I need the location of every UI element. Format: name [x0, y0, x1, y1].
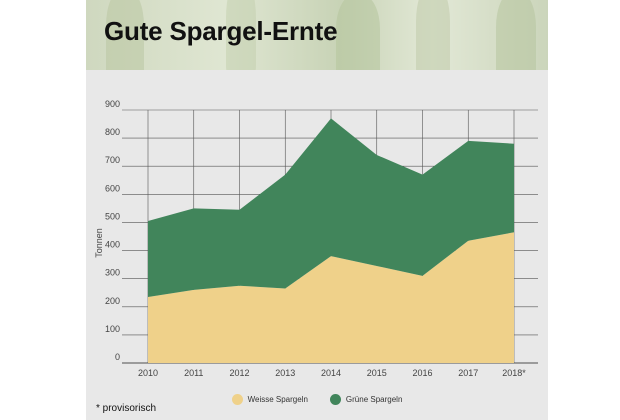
x-tick-label: 2014 [321, 368, 341, 378]
footnote: * provisorisch [96, 403, 157, 414]
y-tick-label: 300 [105, 268, 120, 278]
chart-areas [148, 118, 514, 363]
asparagus-photo-stalk [106, 0, 144, 70]
y-tick-label: 800 [105, 127, 120, 137]
y-tick-label: 100 [105, 324, 120, 334]
x-tick-label: 2013 [275, 368, 295, 378]
asparagus-photo-stalk [336, 0, 380, 70]
y-tick-label: 200 [105, 296, 120, 306]
y-axis-label: Tonnen [94, 228, 104, 258]
legend-label: Weisse Spargeln [247, 394, 308, 404]
chart-card: Gute Spargel-Ernte 0 100 200 300 400 500 600 70… [86, 0, 548, 420]
series-area-gruene-spargeln [148, 118, 514, 297]
x-tick-label: 2010 [138, 368, 158, 378]
legend-item-weisse-spargeln: Weisse Spargeln [231, 392, 308, 406]
y-tick-label: 400 [105, 240, 120, 250]
y-tick-label: 900 [105, 99, 120, 109]
y-tick-label: 0 [115, 352, 120, 362]
x-tick-labels: 2010 2011 2012 2013 2014 2015 2016 2017 2018* [138, 368, 526, 378]
asparagus-photo-stalk [226, 0, 256, 70]
x-tick-label: 2017 [458, 368, 478, 378]
asparagus-photo-stalk [496, 0, 536, 70]
y-tick-labels: 0 100 200 300 400 500 600 700 800 900 [105, 99, 120, 362]
x-tick-label: 2012 [229, 368, 249, 378]
header-banner: Gute Spargel-Ernte [86, 0, 548, 70]
y-tick-label: 500 [105, 211, 120, 221]
asparagus-photo-stalk [416, 0, 450, 70]
chart-legend: Weisse Spargeln Grüne Spargeln [86, 392, 548, 406]
legend-item-gruene-spargeln: Grüne Spargeln [329, 392, 403, 406]
series-area-weisse-spargeln [148, 232, 514, 363]
y-tick-label: 700 [105, 155, 120, 165]
x-tick-label: 2011 [184, 368, 203, 378]
page-title: Gute Spargel-Ernte [104, 16, 338, 46]
x-tick-label: 2015 [367, 368, 387, 378]
x-tick-label: 2018* [502, 368, 526, 378]
y-tick-label: 600 [105, 183, 120, 193]
legend-swatch-gruen [329, 393, 341, 405]
legend-swatch-weiss [231, 393, 243, 405]
legend-label: Grüne Spargeln [345, 394, 403, 404]
x-tick-label: 2016 [412, 368, 432, 378]
